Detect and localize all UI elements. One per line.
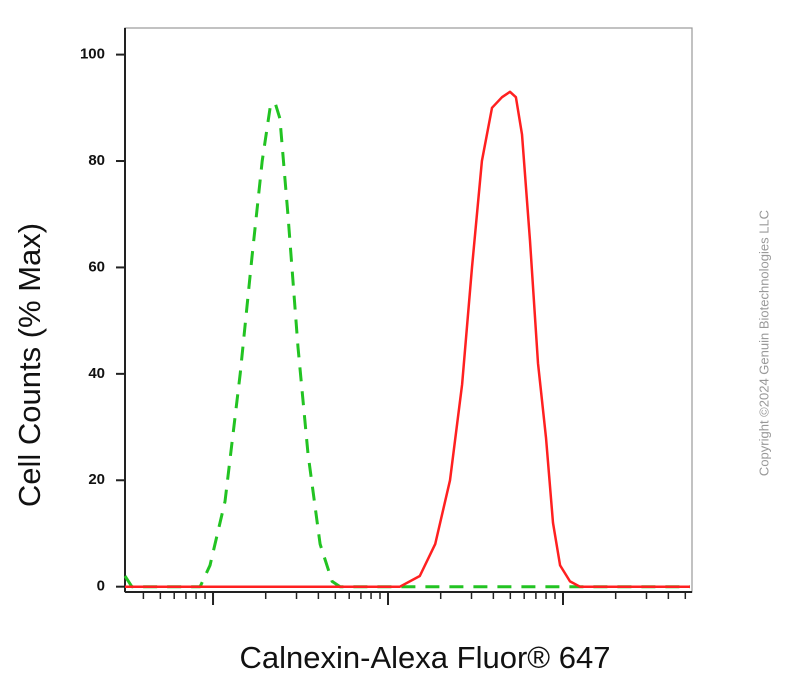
y-tick-label: 0 bbox=[97, 578, 105, 595]
y-axis-label: Cell Counts (% Max) bbox=[12, 223, 47, 507]
copyright: Copyright ©2024 Genuin Biotechnologies L… bbox=[756, 210, 771, 476]
plot-frame bbox=[124, 27, 693, 593]
y-tick-label: 100 bbox=[80, 46, 105, 63]
y-tick-label: 40 bbox=[88, 365, 105, 382]
histogram-line bbox=[125, 90, 690, 588]
y-tick-label: 20 bbox=[88, 471, 105, 488]
y-tick-label: 80 bbox=[88, 152, 105, 169]
y-tick-label: 60 bbox=[88, 258, 105, 275]
x-axis-label: Calnexin-Alexa Fluor® 647 bbox=[240, 640, 611, 675]
histogram-line bbox=[123, 101, 690, 589]
